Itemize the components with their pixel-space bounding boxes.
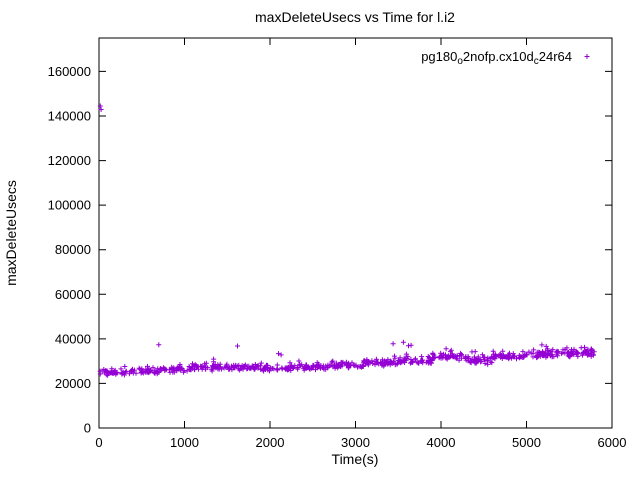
y-tick-label: 100000 [48, 198, 91, 213]
x-tick-label: 2000 [256, 435, 285, 450]
axis-tick-labels: 0 1000 2000 3000 4000 5000 6000020000400006000… [48, 64, 627, 450]
x-tick-label: 5000 [512, 435, 541, 450]
x-tick-label: 0 [95, 435, 102, 450]
legend-series-label: pg180o2nofp.cx10dc24r64 [421, 49, 572, 67]
data-points-series [97, 103, 597, 378]
legend: pg180o2nofp.cx10dc24r64 [421, 49, 590, 67]
y-tick-label: 60000 [55, 287, 91, 302]
legend-marker-plus-icon [584, 54, 590, 59]
chart-title: maxDeleteUsecs vs Time for l.i2 [255, 9, 455, 25]
y-tick-label: 140000 [48, 109, 91, 124]
plot-border [98, 37, 613, 429]
y-tick-label: 20000 [55, 376, 91, 391]
x-tick-label: 4000 [427, 435, 456, 450]
y-axis-label: maxDeleteUsecs [3, 180, 19, 286]
y-tick-label: 80000 [55, 242, 91, 257]
x-axis-label: Time(s) [332, 451, 379, 467]
y-tick-label: 120000 [48, 153, 91, 168]
y-tick-label: 0 [84, 421, 91, 436]
x-tick-label: 1000 [170, 435, 199, 450]
y-tick-label: 160000 [48, 64, 91, 79]
x-tick-label: 3000 [341, 435, 370, 450]
y-tick-label: 40000 [55, 331, 91, 346]
x-tick-label: 6000 [598, 435, 627, 450]
